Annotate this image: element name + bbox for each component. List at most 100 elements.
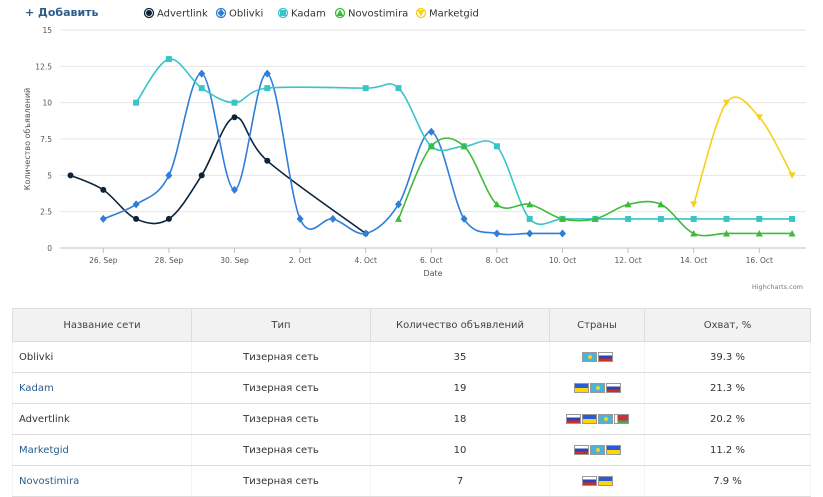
data-point <box>395 215 402 222</box>
table-row: Marketgid Тизерная сеть 10 11.2 % <box>12 434 811 466</box>
flag-ua-icon <box>597 475 613 486</box>
data-point <box>165 56 172 63</box>
legend-label: Oblivki <box>229 9 263 20</box>
flag-by-icon <box>613 413 629 424</box>
add-button[interactable]: + Добавить <box>25 6 99 19</box>
table-row: Kadam Тизерная сеть 19 21.3 % <box>12 372 811 404</box>
data-point <box>100 186 107 193</box>
x-tick-label: 12. Oct <box>614 256 641 265</box>
data-point <box>526 229 534 238</box>
network-name-link[interactable]: Marketgid <box>19 444 69 456</box>
data-point <box>690 201 698 208</box>
legend-marker <box>146 10 152 16</box>
table-body: Oblivki Тизерная сеть 35 39.3 % Kadam Тизерна… <box>12 341 811 497</box>
cell-type: Тизерная сеть <box>191 434 371 466</box>
data-point <box>788 229 796 237</box>
col-header-type[interactable]: Тип <box>191 308 371 342</box>
data-point <box>132 200 140 209</box>
flag-kz-icon <box>581 351 597 362</box>
cell-count: 19 <box>370 372 550 404</box>
series-line <box>135 58 793 226</box>
x-tick-label: 14. Oct <box>680 256 707 265</box>
data-point <box>264 157 271 164</box>
y-axis-title: Количество объявлений <box>23 88 32 190</box>
legend-item-marketgid[interactable]: Marketgid <box>415 7 479 20</box>
x-axis-title: Date <box>423 269 442 278</box>
x-tick-label: 4. Oct <box>354 256 377 265</box>
series-oblivki <box>99 69 566 238</box>
col-header-countries[interactable]: Страны <box>549 308 645 342</box>
network-name-link[interactable]: Oblivki <box>19 351 54 363</box>
cell-reach: 20.2 % <box>644 403 811 435</box>
col-header-count[interactable]: Количество объявлений <box>370 308 550 342</box>
legend-marker <box>336 9 344 16</box>
line-chart: 0 2.5 5 7.5 10 12.5 15 26. Sep 28. Sep 30. Sep 2. … <box>23 7 806 291</box>
cell-network-name: Advertlink <box>12 403 192 435</box>
legend-marker <box>217 9 225 17</box>
data-point <box>625 215 632 222</box>
credits-label: Highcharts.com <box>752 283 803 291</box>
network-name-link[interactable]: Advertlink <box>19 413 70 425</box>
data-point <box>460 142 468 150</box>
data-point <box>198 69 206 78</box>
data-point <box>526 215 533 222</box>
series-line <box>692 96 793 205</box>
table-row: Advertlink Тизерная сеть 18 20.2 % <box>12 403 811 435</box>
flags <box>565 413 629 424</box>
data-point <box>723 99 730 107</box>
legend-item-advertlink[interactable]: Advertlink <box>143 7 209 20</box>
y-tick-label: 0 <box>47 244 52 253</box>
cell-countries <box>549 372 645 404</box>
cell-countries <box>549 341 645 373</box>
network-name-link[interactable]: Kadam <box>19 382 54 394</box>
flag-kz-icon <box>589 382 605 393</box>
cell-network-name: Oblivki <box>12 341 192 373</box>
cell-network-name: Kadam <box>12 372 192 404</box>
legend-label: Novostimira <box>348 9 408 20</box>
cell-reach: 21.3 % <box>644 372 811 404</box>
series-advertlink <box>67 114 369 237</box>
cell-count: 10 <box>370 434 550 466</box>
data-point <box>723 215 730 222</box>
y-tick-label: 5 <box>47 171 52 180</box>
flag-ru-icon <box>597 351 613 362</box>
flag-ua-icon <box>581 413 597 424</box>
legend-item-oblivki[interactable]: Oblivki <box>215 7 264 20</box>
flags <box>581 351 613 362</box>
flag-ru-icon <box>581 475 597 486</box>
col-header-reach[interactable]: Охват, % <box>644 308 811 342</box>
data-point <box>198 85 205 92</box>
cell-network-name: Marketgid <box>12 434 192 466</box>
cell-reach: 11.2 % <box>644 434 811 466</box>
x-tick-label: 16. Oct <box>746 256 773 265</box>
flag-ru-icon <box>573 444 589 455</box>
cell-countries <box>549 434 645 466</box>
col-header-name[interactable]: Название сети <box>12 308 192 342</box>
table-row: Novostimira Тизерная сеть 7 7.9 % <box>12 465 811 497</box>
data-point <box>723 229 730 237</box>
y-tick-label: 15 <box>42 26 52 35</box>
data-point <box>362 229 370 238</box>
cell-type: Тизерная сеть <box>191 465 371 497</box>
flag-kz-icon <box>589 444 605 455</box>
flag-ru-icon <box>565 413 581 424</box>
legend-marker <box>280 10 286 16</box>
legend-label: Advertlink <box>157 9 208 20</box>
data-point <box>133 99 140 106</box>
legend-item-kadam[interactable]: Kadam <box>277 7 326 20</box>
data-point <box>329 214 337 223</box>
cell-count: 18 <box>370 403 550 435</box>
x-tick-label: 30. Sep <box>220 256 249 265</box>
flag-ru-icon <box>605 382 621 393</box>
networks-table: Название сети Тип Количество объявлений … <box>12 308 811 497</box>
data-point <box>296 214 304 223</box>
network-name-link[interactable]: Novostimira <box>19 475 80 487</box>
data-point <box>99 214 107 223</box>
legend-item-novostimira[interactable]: Novostimira <box>334 7 409 20</box>
cell-type: Тизерная сеть <box>191 403 371 435</box>
y-tick-label: 12.5 <box>35 62 52 71</box>
data-point <box>133 215 140 222</box>
data-point <box>493 200 501 208</box>
data-point <box>67 172 74 179</box>
